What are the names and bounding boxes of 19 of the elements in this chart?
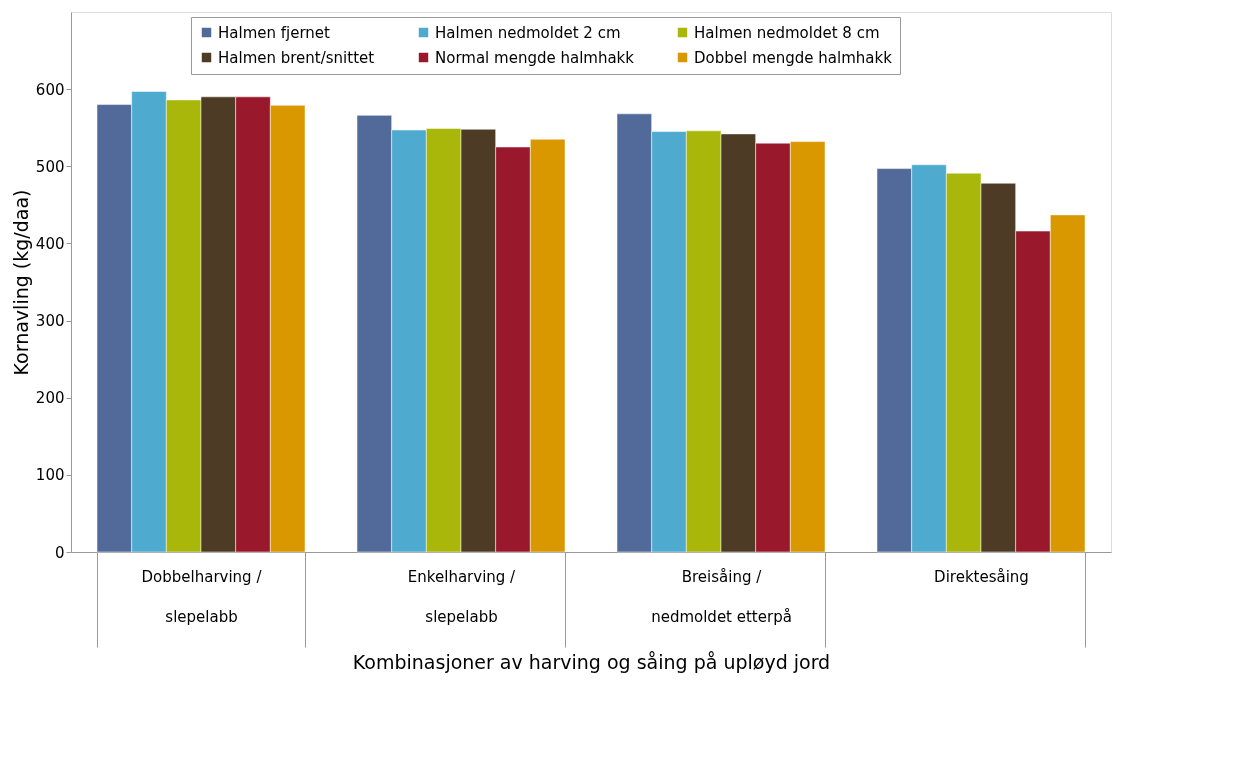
x-tick-label: Direktesåing (934, 567, 1029, 586)
legend-label: Halmen fjernet (218, 23, 331, 42)
category-label: Enkelharving / slepelabb (407, 567, 516, 626)
category-label: Breisåing / nedmoldet etterpå (651, 567, 792, 626)
y-tick-label: 400 (35, 234, 65, 253)
legend-label: Halmen brent/snittet (218, 48, 375, 67)
y-tick-label: 500 (35, 157, 65, 176)
y-tick-label: 300 (35, 312, 65, 331)
legend-label: Normal mengde halmhakk (435, 48, 635, 67)
legend-label: Halmen nedmoldet 2 cm (435, 23, 621, 42)
y-tick-label: 0 (54, 543, 65, 562)
y-axis-title: Kornavling (kg/daa) (9, 189, 32, 376)
legend-label: Halmen nedmoldet 8 cm (694, 23, 880, 42)
x-axis-title: Kombinasjoner av harving og såing på upløyd jord (352, 651, 831, 673)
y-tick-label: 100 (35, 466, 65, 485)
y-tick-label: 200 (35, 389, 65, 408)
legend-label: Dobbel mengde halmhakk (694, 48, 893, 67)
y-tick-label: 600 (35, 80, 65, 99)
category-label: Dobbelharving / slepelabb (141, 567, 262, 626)
